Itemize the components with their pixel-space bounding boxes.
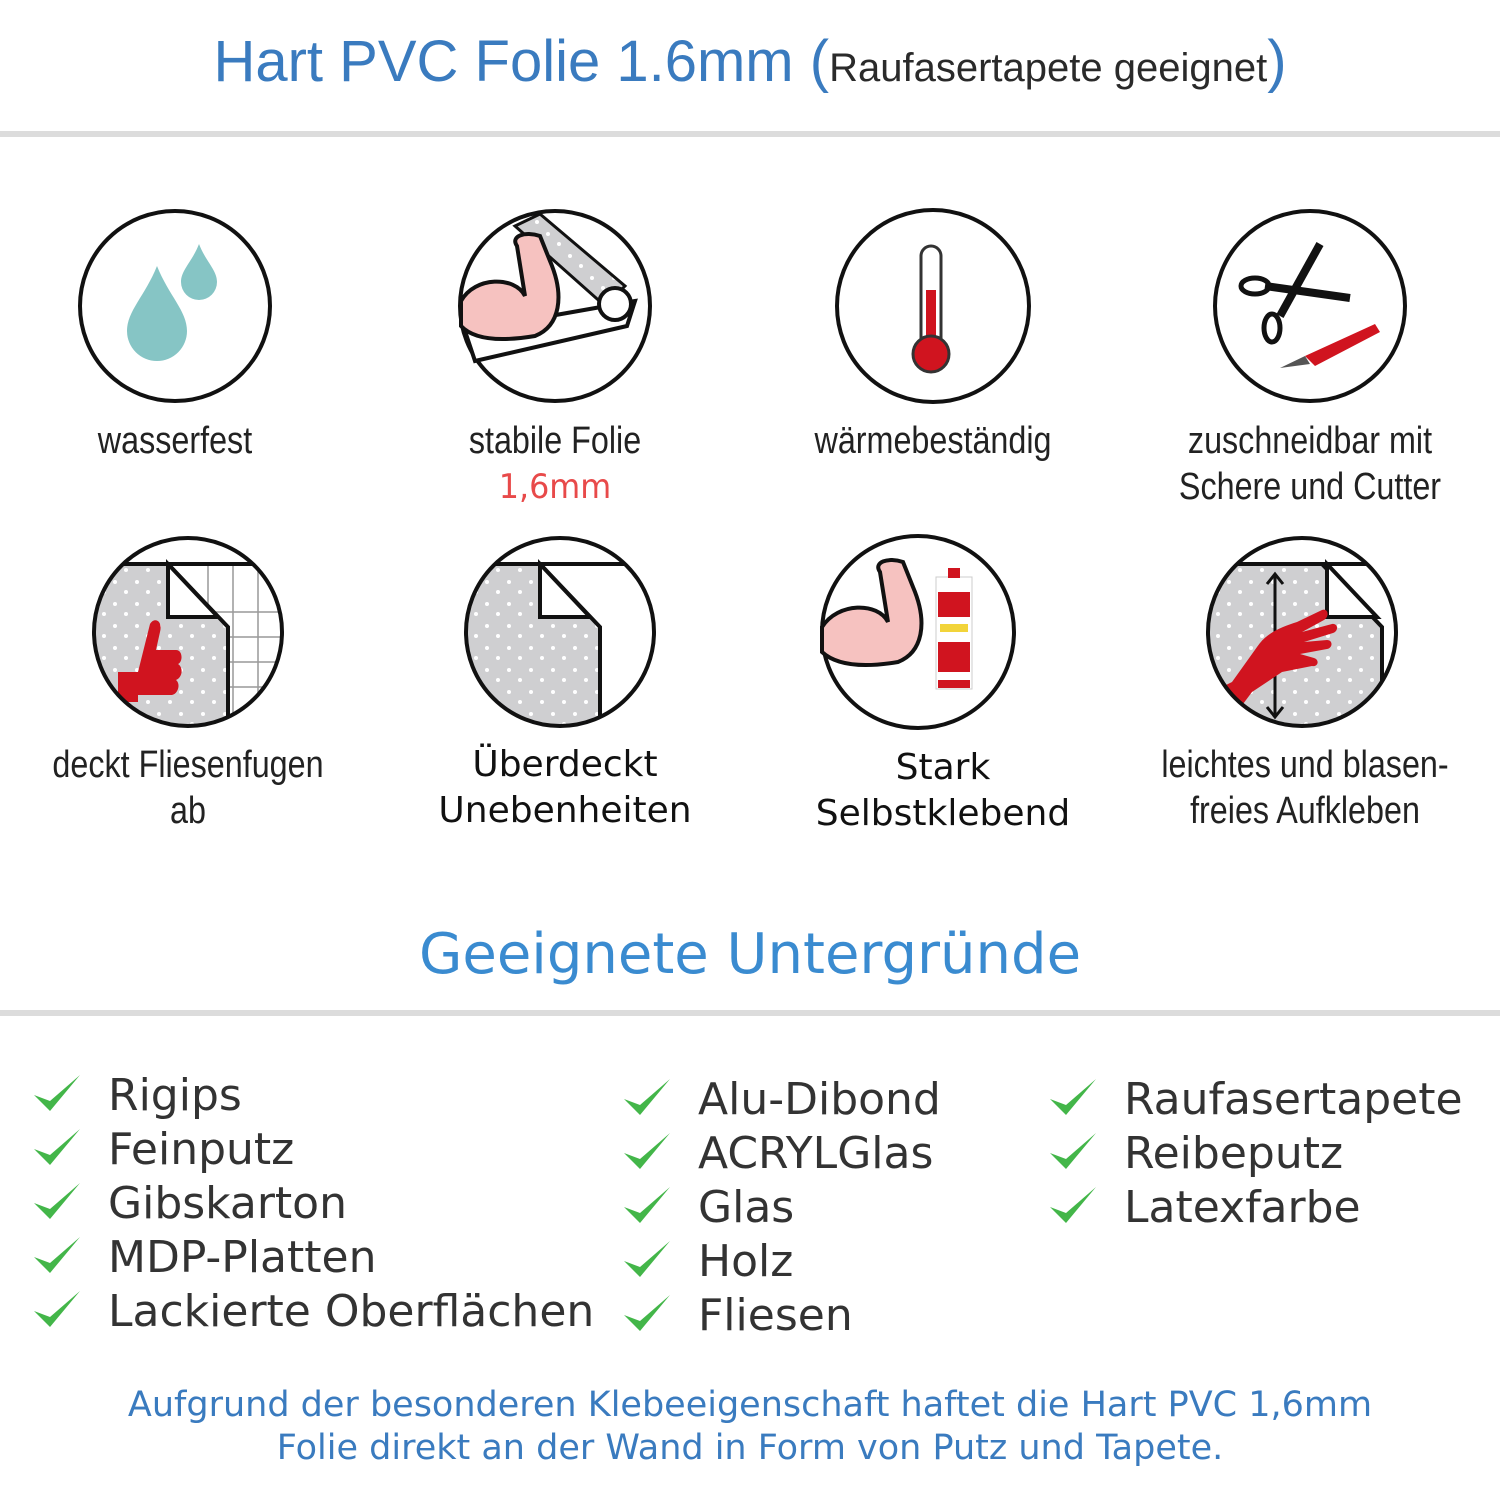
check-icon bbox=[34, 1183, 80, 1219]
list-item-label: ACRYLGlas bbox=[698, 1127, 934, 1179]
thermometer-icon bbox=[835, 208, 1031, 404]
list-item-label: MDP-Platten bbox=[108, 1231, 377, 1283]
feature-label: wasserfest bbox=[97, 420, 253, 462]
check-icon bbox=[34, 1075, 80, 1111]
feature-label-line: Selbstklebend bbox=[815, 793, 1071, 834]
thumbs-up-tiles-icon bbox=[92, 536, 284, 728]
feature-label: stabile Folie 1,6mm bbox=[402, 418, 708, 510]
check-icon bbox=[34, 1129, 80, 1165]
list-item-label: Latexfarbe bbox=[1124, 1181, 1361, 1233]
check-icon bbox=[34, 1237, 80, 1273]
list-item: Holz bbox=[622, 1234, 941, 1288]
list-item: MDP-Platten bbox=[32, 1230, 594, 1284]
list-item-label: Rigips bbox=[108, 1069, 242, 1121]
list-item: Fliesen bbox=[622, 1288, 941, 1342]
list-item-label: Gibskarton bbox=[108, 1177, 347, 1229]
strong-arm-glue-icon bbox=[820, 534, 1016, 730]
divider bbox=[0, 1010, 1500, 1016]
water-drops-icon bbox=[78, 209, 272, 403]
page-title: Hart PVC Folie 1.6mm (Raufasertapete gee… bbox=[0, 28, 1500, 95]
section-title: Geeignete Untergründe bbox=[418, 922, 1082, 987]
list-item-label: Lackierte Oberflächen bbox=[108, 1285, 595, 1337]
paren: ) bbox=[1267, 29, 1287, 94]
thickness-value: 1,6mm bbox=[498, 467, 612, 507]
paren: ( bbox=[809, 29, 830, 94]
check-icon bbox=[624, 1133, 670, 1169]
list-item-label: Raufasertapete bbox=[1124, 1073, 1463, 1125]
list-item-label: Feinputz bbox=[108, 1123, 295, 1175]
list-item: Rigips bbox=[32, 1068, 594, 1122]
feature-label-text: stabile Folie bbox=[468, 420, 642, 462]
foil-peel-icon bbox=[464, 536, 656, 728]
check-icon bbox=[1050, 1187, 1096, 1223]
list-item-label: Alu-Dibond bbox=[698, 1073, 941, 1125]
list-item: Feinputz bbox=[32, 1122, 594, 1176]
footer-line: Folie direkt an der Wand in Form von Put… bbox=[276, 1428, 1224, 1468]
check-icon bbox=[1050, 1133, 1096, 1169]
check-icon bbox=[624, 1187, 670, 1223]
list-item-label: Glas bbox=[698, 1181, 795, 1233]
feature-label-line: Stark bbox=[895, 747, 991, 788]
feature-label: Stark Selbstklebend bbox=[763, 745, 1123, 837]
scissors-cutter-icon bbox=[1213, 209, 1407, 403]
feature-label-line: Überdeckt bbox=[472, 744, 658, 785]
feature-label-line: zuschneidbar mit bbox=[1187, 420, 1433, 462]
surface-column: Alu-Dibond ACRYLGlas Glas Holz Fliesen bbox=[622, 1072, 941, 1342]
check-icon bbox=[624, 1079, 670, 1115]
list-item: Raufasertapete bbox=[1048, 1072, 1463, 1126]
list-item-label: Reibeputz bbox=[1124, 1127, 1344, 1179]
list-item: Alu-Dibond bbox=[622, 1072, 941, 1126]
title-main: Hart PVC Folie 1.6mm bbox=[213, 29, 794, 94]
check-icon bbox=[624, 1295, 670, 1331]
list-item: Lackierte Oberflächen bbox=[32, 1284, 594, 1338]
check-icon bbox=[1050, 1079, 1096, 1115]
surface-column: Rigips Feinputz Gibskarton MDP-Platten Lacki… bbox=[32, 1068, 594, 1338]
list-item: ACRYLGlas bbox=[622, 1126, 941, 1180]
feature-label: Überdeckt Unebenheiten bbox=[385, 742, 745, 834]
feature-label: leichtes und blasen-freies Aufkleben bbox=[1152, 742, 1458, 834]
hand-smoothing-icon bbox=[1206, 536, 1398, 728]
list-item: Gibskarton bbox=[32, 1176, 594, 1230]
feature-label-line: Schere und Cutter bbox=[1178, 466, 1442, 508]
feature-label-line: freies Aufkleben bbox=[1190, 790, 1420, 832]
page-subtitle: Raufasertapete geeignet bbox=[829, 46, 1268, 90]
footer-note: Aufgrund der besonderen Klebeeigenschaft… bbox=[0, 1384, 1500, 1470]
divider bbox=[0, 131, 1500, 137]
list-item: Latexfarbe bbox=[1048, 1180, 1463, 1234]
list-item: Glas bbox=[622, 1180, 941, 1234]
footer-line: Aufgrund der besonderen Klebeeigenschaft… bbox=[127, 1385, 1373, 1425]
feature-label: deckt Fliesenfugen ab bbox=[52, 744, 324, 832]
list-item: Reibeputz bbox=[1048, 1126, 1463, 1180]
strong-arm-foil-icon bbox=[458, 209, 652, 403]
list-item-label: Holz bbox=[698, 1235, 794, 1287]
feature-label: zuschneidbar mit Schere und Cutter bbox=[1157, 418, 1463, 510]
feature-label-line: Unebenheiten bbox=[438, 790, 692, 831]
list-item-label: Fliesen bbox=[698, 1289, 853, 1341]
check-icon bbox=[34, 1291, 80, 1327]
check-icon bbox=[624, 1241, 670, 1277]
feature-label: wärmebeständig bbox=[814, 420, 1052, 462]
surface-column: Raufasertapete Reibeputz Latexfarbe bbox=[1048, 1072, 1463, 1234]
feature-label-line: leichtes und blasen- bbox=[1161, 744, 1449, 786]
